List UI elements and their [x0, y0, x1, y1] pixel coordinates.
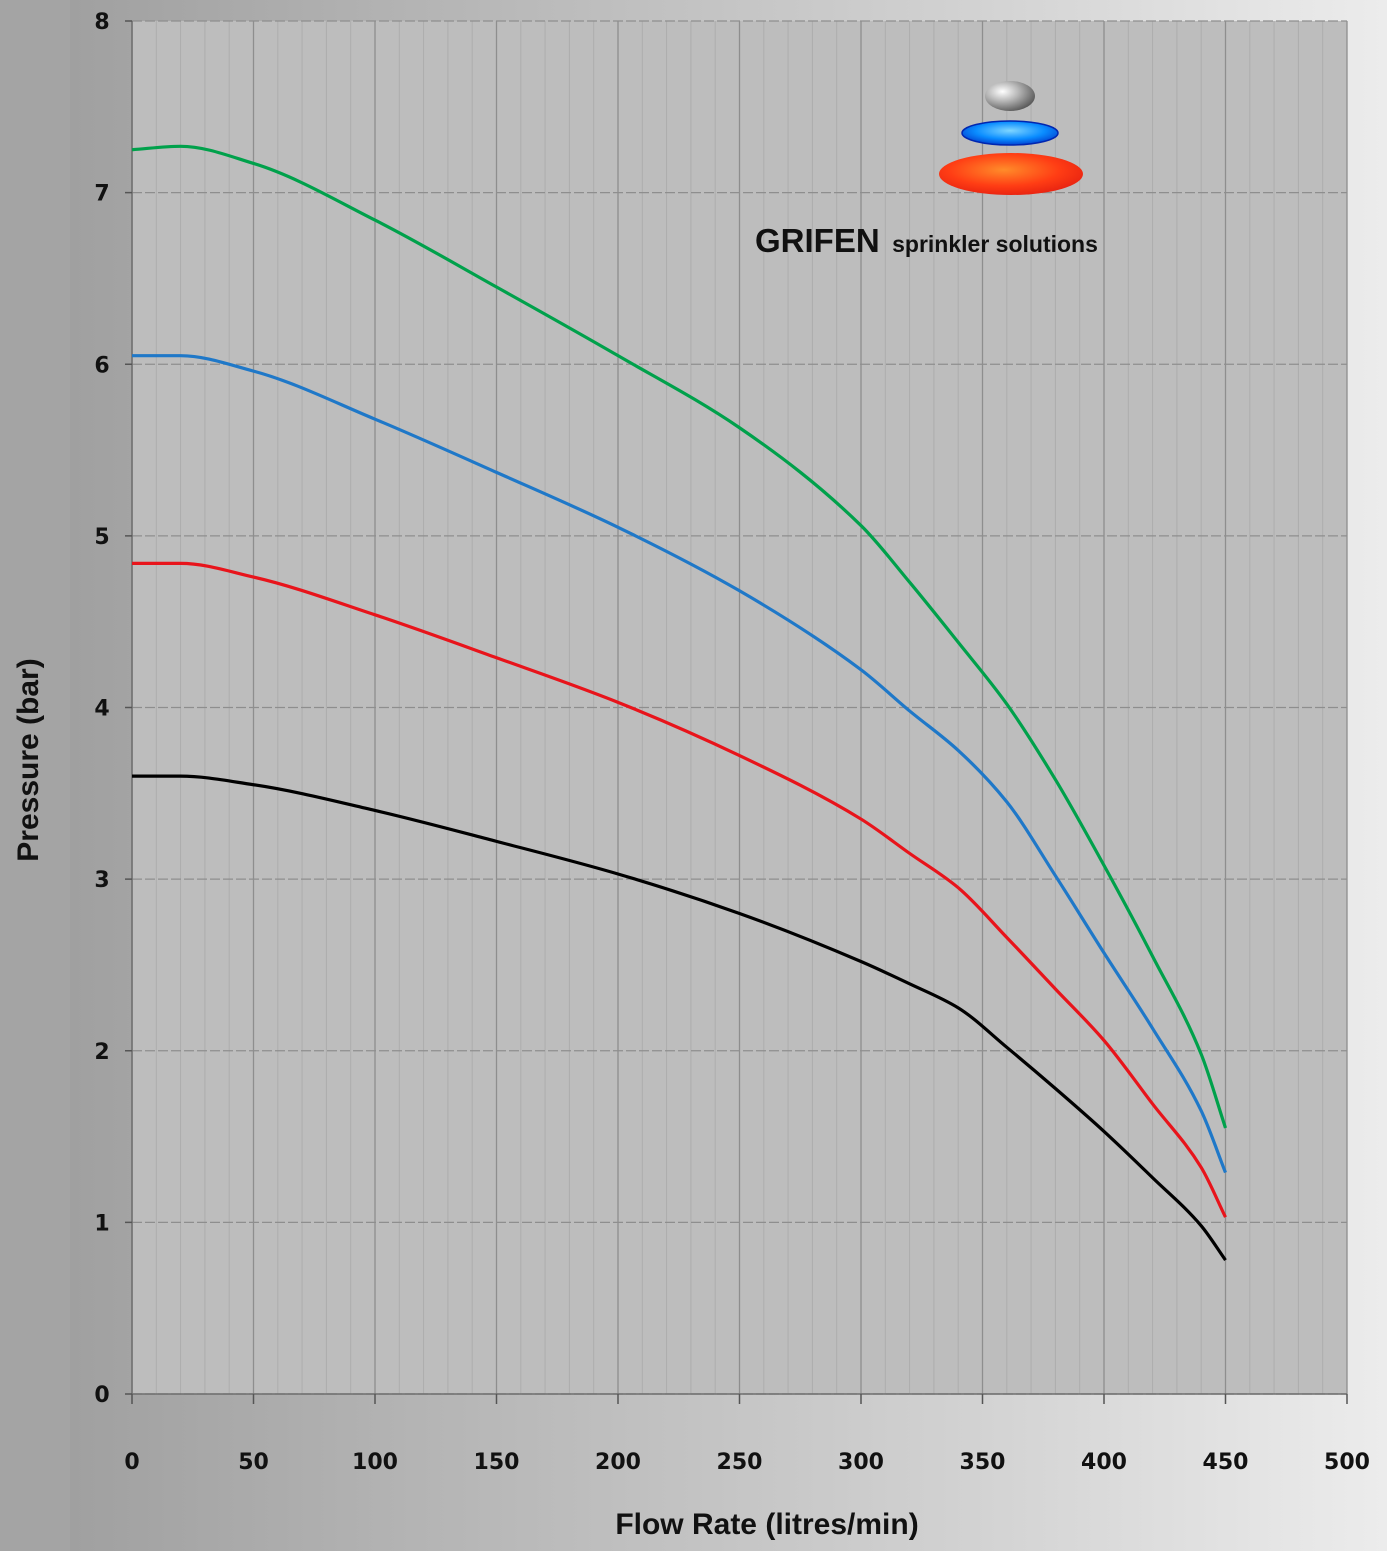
y-tick-label: 5: [94, 525, 109, 550]
logo-brand: GRIFEN: [755, 222, 880, 259]
left-panel: [0, 0, 70, 1551]
series-layer: [131, 144, 1228, 1262]
y-tick-label: 2: [94, 1040, 109, 1065]
y-tick-label: 6: [94, 353, 109, 378]
y-axis-title: Pressure (bar): [12, 658, 45, 861]
y-tick-label: 0: [94, 1383, 109, 1408]
x-tick-label: 400: [1081, 1450, 1127, 1475]
series-line-1: [131, 144, 1228, 1129]
x-tick-label: 50: [238, 1450, 269, 1475]
x-tick-label: 200: [595, 1450, 641, 1475]
y-tick-label: 8: [94, 10, 109, 35]
y-tick-label: 4: [94, 697, 109, 722]
series-line-3: [131, 561, 1227, 1218]
x-axis-title: Flow Rate (litres/min): [615, 1508, 918, 1541]
x-tick-label: 150: [474, 1450, 520, 1475]
axes: [125, 20, 1348, 1404]
y-tick-label: 7: [94, 182, 109, 207]
logo-tagline: sprinkler solutions: [892, 231, 1098, 257]
grifen-logo: GRIFEN sprinkler solutions: [755, 81, 1098, 259]
y-tick-labels: 0 1 2 3 4 5 6 7 8: [94, 10, 109, 1408]
y-tick-label: 3: [94, 868, 109, 893]
logo-brand-text: GRIFEN sprinkler solutions: [755, 222, 1098, 259]
logo-top-disc: [985, 81, 1035, 111]
logo-middle-disc: [961, 120, 1059, 146]
y-tick-label: 1: [94, 1211, 109, 1236]
series-line-2: [132, 354, 1227, 1174]
x-tick-label: 300: [838, 1450, 884, 1475]
x-tick-label: 450: [1203, 1450, 1249, 1475]
x-tick-label: 0: [124, 1450, 139, 1475]
x-tick-label: 100: [352, 1450, 398, 1475]
x-tick-labels: 0 50 100 150 200 250 300 350 400 450 500: [124, 1450, 1370, 1475]
series-line-4: [131, 774, 1227, 1262]
x-tick-label: 500: [1324, 1450, 1370, 1475]
x-tick-label: 350: [960, 1450, 1006, 1475]
x-tick-label: 250: [717, 1450, 763, 1475]
logo-bottom-disc: [939, 153, 1083, 195]
minor-grid: [155, 21, 1324, 1394]
